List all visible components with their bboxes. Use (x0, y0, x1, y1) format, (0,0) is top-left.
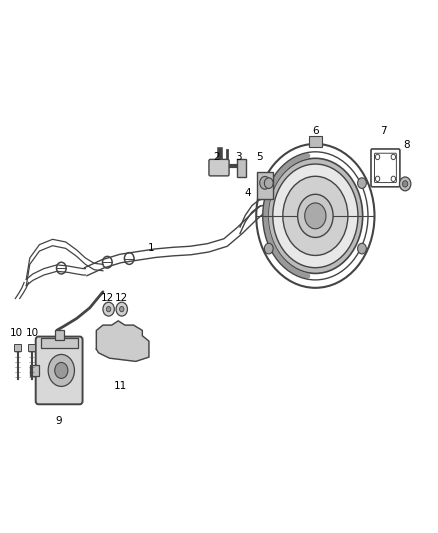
Circle shape (357, 243, 366, 254)
Text: 1: 1 (148, 243, 155, 253)
Text: 6: 6 (312, 126, 319, 135)
FancyBboxPatch shape (209, 159, 229, 176)
FancyBboxPatch shape (36, 337, 82, 405)
Circle shape (375, 155, 380, 160)
Circle shape (391, 155, 396, 160)
Circle shape (298, 195, 333, 238)
Text: 10: 10 (10, 328, 23, 338)
Text: 9: 9 (56, 416, 63, 426)
Circle shape (403, 181, 408, 187)
Circle shape (116, 302, 127, 316)
Circle shape (120, 306, 124, 312)
Circle shape (268, 158, 363, 273)
Text: 3: 3 (235, 152, 242, 162)
Circle shape (399, 177, 411, 191)
Circle shape (106, 306, 111, 312)
Text: 2: 2 (213, 152, 220, 162)
Text: 10: 10 (26, 328, 39, 338)
Circle shape (260, 176, 270, 189)
Circle shape (103, 302, 114, 316)
Bar (309, 136, 322, 147)
Bar (30, 365, 39, 376)
Text: 12: 12 (115, 294, 128, 303)
Text: 5: 5 (256, 152, 263, 162)
Bar (14, 344, 21, 351)
Circle shape (391, 176, 396, 181)
Circle shape (273, 164, 358, 268)
Circle shape (265, 178, 273, 189)
Bar (257, 172, 273, 199)
Text: 4: 4 (244, 188, 251, 198)
Circle shape (48, 354, 74, 386)
Bar (55, 330, 64, 340)
Bar (237, 159, 246, 177)
Polygon shape (96, 321, 149, 361)
Text: 7: 7 (380, 126, 387, 135)
Circle shape (305, 203, 326, 229)
Text: 12: 12 (101, 294, 114, 303)
Bar (28, 344, 35, 351)
Text: 11: 11 (114, 382, 127, 391)
Text: 8: 8 (403, 140, 410, 150)
Circle shape (283, 176, 348, 255)
Circle shape (375, 176, 380, 181)
Circle shape (55, 362, 68, 378)
Circle shape (265, 243, 273, 254)
Circle shape (357, 178, 366, 189)
Bar (41, 338, 78, 348)
